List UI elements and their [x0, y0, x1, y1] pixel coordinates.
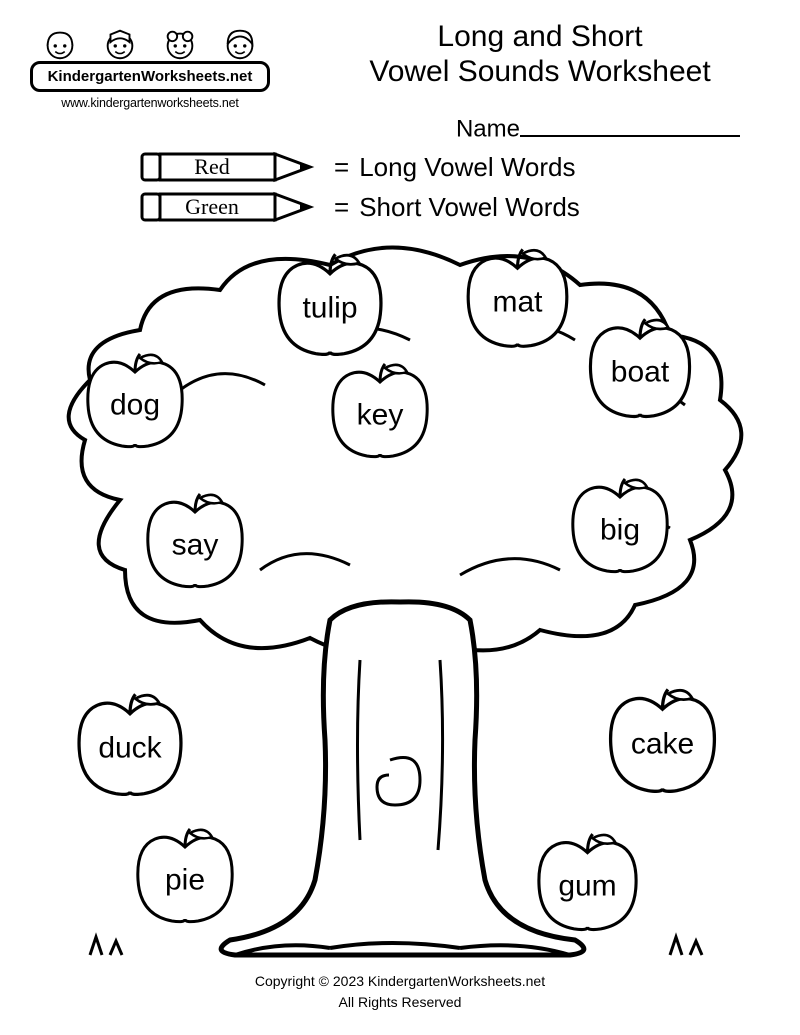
- pencil-icon: Green: [140, 190, 320, 224]
- apple-duck[interactable]: duck: [70, 690, 190, 798]
- footer-rights: All Rights Reserved: [0, 992, 800, 1013]
- apple-say[interactable]: say: [140, 490, 250, 590]
- legend-equals: =: [334, 192, 349, 223]
- name-blank-line[interactable]: [520, 115, 740, 137]
- apple-word: pie: [130, 864, 240, 898]
- tree-illustration: tulip mat dog key boat say big duck cake pie gum: [30, 240, 770, 960]
- apple-cake[interactable]: cake: [600, 685, 725, 795]
- apple-word: tulip: [270, 292, 390, 326]
- apple-boat[interactable]: boat: [580, 315, 700, 420]
- apple-word: duck: [70, 732, 190, 766]
- logo-url: www.kindergartenworksheets.net: [30, 96, 270, 110]
- apple-word: key: [325, 399, 435, 433]
- legend-row-short: Green = Short Vowel Words: [140, 190, 580, 224]
- worksheet-header: KindergartenWorksheets.net www.kindergar…: [30, 20, 770, 135]
- legend-meaning-long: Long Vowel Words: [359, 152, 575, 183]
- legend-meaning-short: Short Vowel Words: [359, 192, 580, 223]
- apple-mat[interactable]: mat: [460, 245, 575, 350]
- logo-brand-1: Kindergarten: [48, 68, 141, 85]
- apple-word: cake: [600, 728, 725, 762]
- pencil-label-green: Green: [185, 194, 239, 219]
- apple-word: gum: [530, 870, 645, 904]
- title-line-2: Vowel Sounds Worksheet: [310, 55, 770, 90]
- apple-pie[interactable]: pie: [130, 825, 240, 925]
- kid-head-icon: [101, 25, 139, 63]
- kid-head-icon: [41, 25, 79, 63]
- color-legend: Red = Long Vowel Words Green = Short Vow…: [140, 150, 580, 230]
- name-label: Name: [456, 116, 520, 143]
- apple-word: boat: [580, 356, 700, 390]
- apple-word: mat: [460, 286, 575, 320]
- worksheet-footer: Copyright © 2023 KindergartenWorksheets.…: [0, 971, 800, 1013]
- apple-tulip[interactable]: tulip: [270, 250, 390, 358]
- kid-head-icon: [221, 25, 259, 63]
- legend-equals: =: [334, 152, 349, 183]
- footer-copyright: Copyright © 2023 KindergartenWorksheets.…: [0, 971, 800, 992]
- logo-banner: KindergartenWorksheets.net: [30, 61, 270, 92]
- apple-dog[interactable]: dog: [80, 350, 190, 450]
- site-logo: KindergartenWorksheets.net www.kindergar…: [30, 25, 270, 110]
- name-field: Name: [456, 115, 740, 144]
- pencil-icon: Red: [140, 150, 320, 184]
- logo-kids-row: [30, 25, 270, 63]
- apple-key[interactable]: key: [325, 360, 435, 460]
- logo-brand-2: Worksheets: [141, 68, 226, 85]
- apple-big[interactable]: big: [565, 475, 675, 575]
- title-line-1: Long and Short: [310, 20, 770, 55]
- apple-gum[interactable]: gum: [530, 830, 645, 933]
- apple-word: big: [565, 514, 675, 548]
- apple-word: dog: [80, 389, 190, 423]
- kid-head-icon: [161, 25, 199, 63]
- apple-word: say: [140, 529, 250, 563]
- worksheet-title: Long and Short Vowel Sounds Worksheet: [310, 20, 770, 89]
- legend-row-long: Red = Long Vowel Words: [140, 150, 580, 184]
- pencil-label-red: Red: [194, 154, 229, 179]
- logo-brand-suffix: .net: [226, 68, 253, 85]
